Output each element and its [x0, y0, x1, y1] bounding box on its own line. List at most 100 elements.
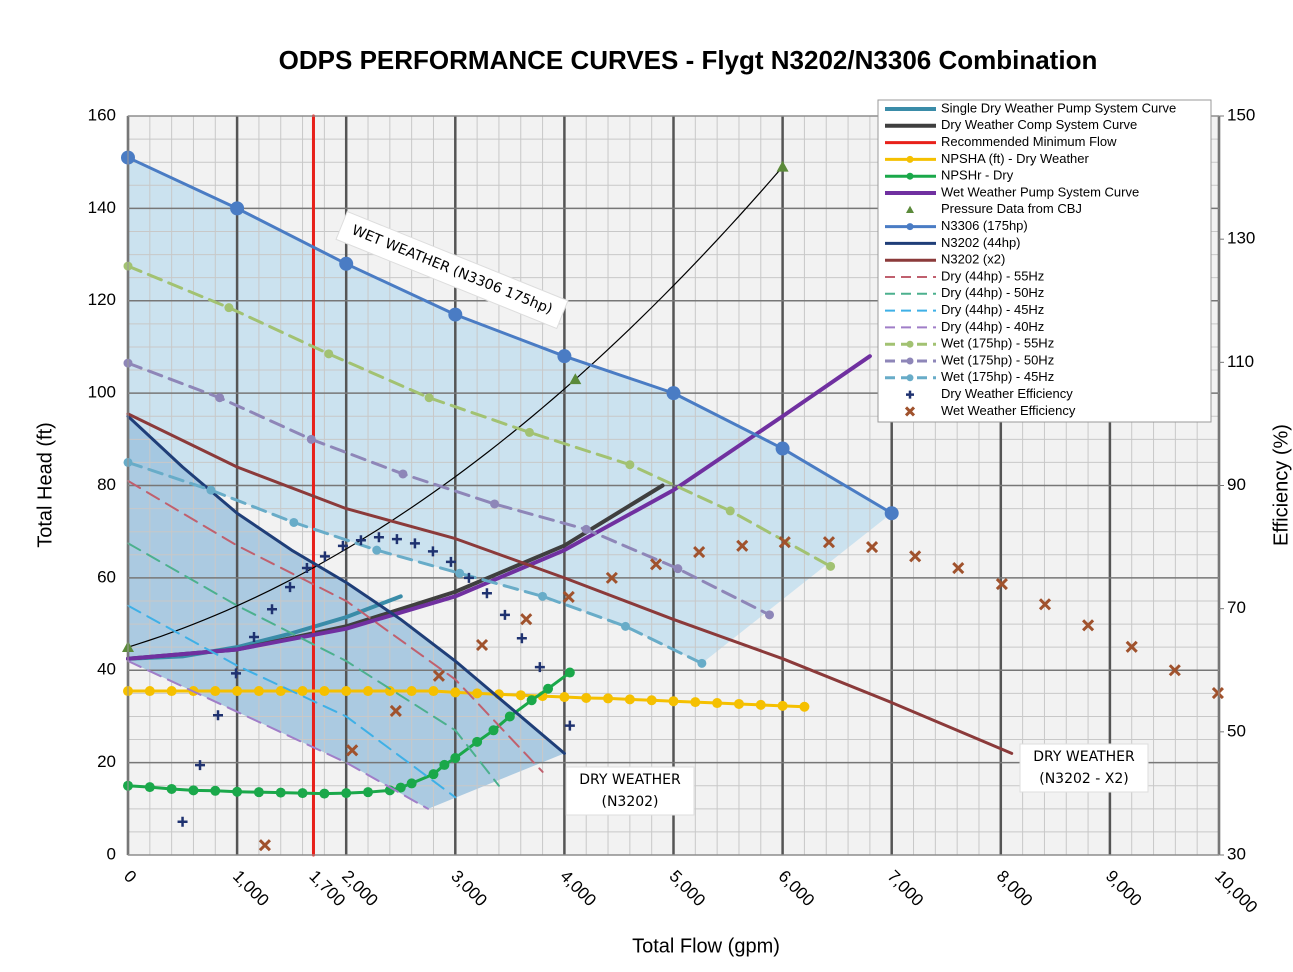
y2-tick-label: 150	[1227, 105, 1255, 124]
marker	[432, 669, 445, 682]
marker	[319, 686, 330, 697]
legend-label: Dry (44hp) - 45Hz	[941, 302, 1044, 317]
marker	[799, 701, 810, 712]
marker	[569, 373, 582, 385]
marker	[213, 710, 224, 721]
chart-title: ODPS PERFORMANCE CURVES - Flygt N3202/N3…	[279, 45, 1098, 75]
marker	[448, 307, 463, 322]
annotation-box	[1019, 743, 1149, 793]
marker	[406, 686, 417, 697]
legend-label: Dry (44hp) - 50Hz	[941, 285, 1044, 300]
marker	[581, 524, 591, 534]
series-line	[127, 604, 457, 799]
marker	[765, 610, 775, 620]
legend-label: Dry Weather Efficiency	[941, 386, 1073, 401]
marker	[258, 839, 271, 852]
marker	[463, 572, 474, 583]
marker	[472, 736, 483, 747]
marker	[166, 686, 177, 697]
marker	[428, 769, 439, 780]
series-layer	[121, 114, 1224, 857]
marker	[231, 668, 242, 679]
marker	[906, 390, 914, 399]
marker	[778, 536, 791, 549]
marker	[1038, 598, 1052, 611]
marker	[215, 393, 225, 403]
marker	[206, 485, 216, 495]
series-line	[127, 660, 430, 810]
y2-axis-label: Efficiency (%)	[1270, 424, 1292, 546]
marker	[906, 205, 914, 213]
marker	[406, 778, 417, 789]
marker	[384, 686, 395, 697]
annotation: (N3202)	[601, 794, 658, 810]
marker	[884, 506, 899, 521]
marker	[297, 788, 308, 799]
marker	[564, 667, 575, 678]
marker	[755, 699, 766, 710]
marker	[693, 545, 706, 559]
legend-label: Wet (175hp) - 45Hz	[941, 369, 1054, 384]
marker	[995, 577, 1008, 591]
marker	[826, 561, 836, 571]
legend-label: Wet Weather Pump System Curve	[941, 184, 1139, 199]
marker	[515, 690, 526, 701]
marker	[455, 568, 465, 578]
marker	[1082, 619, 1095, 632]
marker	[906, 172, 914, 180]
marker	[499, 609, 510, 620]
marker	[319, 788, 330, 799]
series-line	[126, 354, 872, 661]
marker	[275, 686, 286, 697]
marker	[620, 621, 630, 631]
y-tick-label: 140	[88, 198, 116, 217]
marker	[363, 686, 374, 697]
marker	[625, 460, 635, 470]
series-line	[126, 156, 894, 515]
marker	[538, 591, 548, 601]
marker	[341, 686, 352, 697]
marker	[275, 787, 286, 798]
marker	[725, 506, 735, 516]
y2-tick-label: 50	[1227, 721, 1246, 740]
marker	[391, 534, 402, 545]
marker	[559, 692, 570, 703]
y2-tick-label: 110	[1227, 352, 1254, 371]
series-line	[126, 412, 1014, 755]
marker	[297, 686, 308, 697]
marker	[166, 783, 177, 794]
marker	[605, 571, 618, 584]
marker	[363, 787, 374, 798]
marker	[504, 711, 515, 722]
marker	[324, 349, 334, 359]
marker	[232, 686, 243, 697]
marker	[1211, 686, 1224, 700]
marker	[210, 686, 221, 697]
series-line	[126, 361, 772, 617]
marker	[389, 704, 402, 717]
marker	[646, 695, 657, 706]
marker	[253, 686, 264, 697]
marker	[736, 539, 749, 552]
marker	[373, 532, 384, 543]
marker	[581, 692, 592, 703]
marker	[439, 759, 450, 770]
marker	[319, 551, 330, 562]
plot-border	[127, 115, 1220, 856]
marker	[341, 788, 352, 799]
series-line	[127, 542, 500, 787]
marker	[668, 696, 679, 707]
marker	[372, 545, 382, 555]
marker	[673, 564, 683, 574]
marker	[306, 434, 316, 444]
y2-tick-label: 30	[1227, 844, 1246, 863]
marker	[395, 782, 406, 793]
marker	[562, 590, 575, 604]
marker	[232, 786, 243, 797]
marker	[337, 540, 348, 551]
y-tick-label: 120	[88, 290, 116, 309]
marker	[224, 303, 234, 313]
marker	[906, 155, 914, 163]
annotation: DRY WEATHER	[579, 772, 681, 788]
legend: Single Dry Weather Pump System Curve Dry …	[877, 99, 1212, 423]
